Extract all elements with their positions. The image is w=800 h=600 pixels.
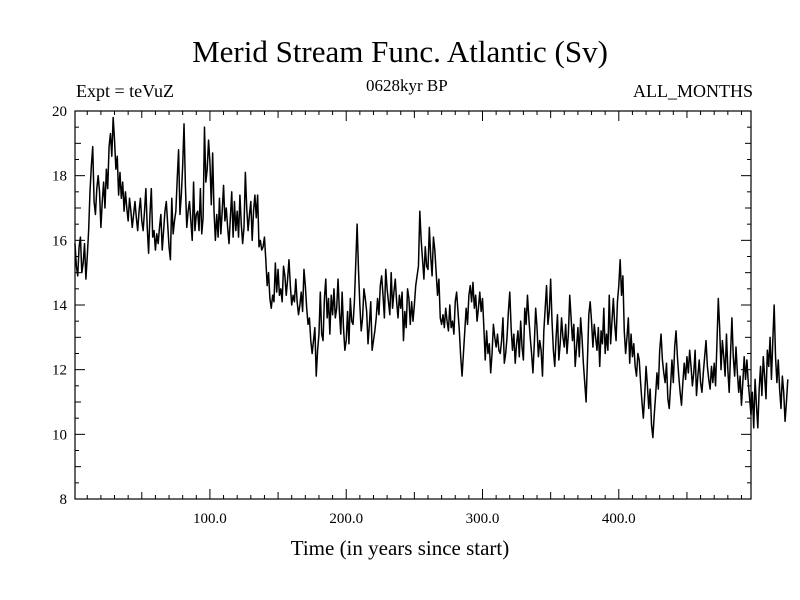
experiment-label: Expt = teVuZ [76,81,175,101]
series-line [74,116,789,439]
months-label: ALL_MONTHS [633,81,753,101]
x-axis: 100.0 200.0 300.0 400.0 [86,111,742,527]
period-label: 0628kyr BP [366,76,448,95]
y-axis: 8 10 12 14 16 18 20 [52,104,751,508]
y-tick-label: 10 [52,427,67,443]
y-tick-label: 18 [52,169,67,185]
x-tick-label: 300.0 [466,511,500,527]
chart-title: Merid Stream Func. Atlantic (Sv) [192,34,608,69]
y-tick-label: 16 [52,233,68,249]
plot-frame [74,110,752,500]
y-tick-label: 20 [52,104,67,120]
x-tick-label: 400.0 [602,511,636,527]
y-tick-label: 14 [52,298,68,314]
y-tick-label: 12 [52,363,67,379]
x-tick-label: 200.0 [329,511,363,527]
x-tick-label: 100.0 [193,511,227,527]
x-axis-label: Time (in years since start) [290,536,510,560]
y-tick-label: 8 [60,492,68,508]
